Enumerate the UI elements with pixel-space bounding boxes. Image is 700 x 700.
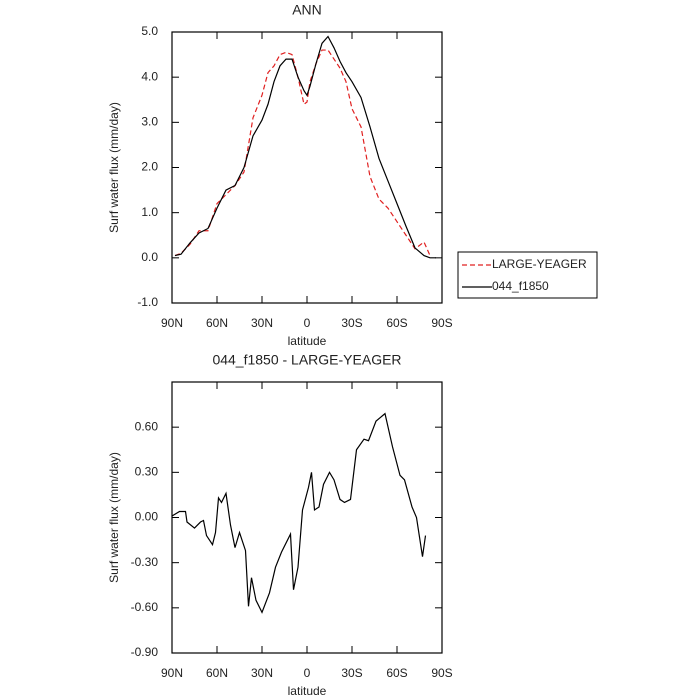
- y-tick-label: -1.0: [137, 295, 158, 309]
- x-tick-label: 90S: [431, 316, 452, 330]
- x-tick-label: 0: [304, 316, 311, 330]
- data-line: [174, 49, 431, 257]
- legend-label: LARGE-YEAGER: [492, 257, 587, 271]
- x-tick-label: 30S: [341, 666, 362, 680]
- plot-frame: [171, 31, 443, 304]
- x-tick-label: 30N: [251, 316, 273, 330]
- y-tick-label: 1.0: [141, 205, 158, 219]
- chart-title: 044_f1850 - LARGE-YEAGER: [212, 352, 401, 368]
- y-tick-label: 0.60: [135, 419, 159, 433]
- x-tick-label: 60S: [386, 666, 407, 680]
- x-tick-label: 90S: [431, 666, 452, 680]
- y-tick-label: 0.30: [135, 465, 159, 479]
- y-tick-label: -0.60: [131, 600, 159, 614]
- x-tick-label: 60N: [206, 316, 228, 330]
- x-tick-label: 30S: [341, 316, 362, 330]
- y-tick-label: 0.0: [141, 250, 158, 264]
- y-tick-label: -0.30: [131, 555, 159, 569]
- legend-box: [457, 251, 598, 299]
- x-tick-label: 60S: [386, 316, 407, 330]
- x-tick-label: 30N: [251, 666, 273, 680]
- legend-label: 044_f1850: [492, 279, 549, 293]
- y-tick-label: 3.0: [141, 115, 158, 129]
- x-tick-label: 90N: [161, 316, 183, 330]
- x-axis-label: latitude: [288, 334, 327, 348]
- x-axis-label: latitude: [288, 684, 327, 698]
- y-tick-label: -0.90: [131, 645, 159, 659]
- plot-frame: [171, 381, 443, 654]
- chart-title: ANN: [292, 2, 322, 18]
- y-tick-label: 5.0: [141, 24, 158, 38]
- x-tick-label: 0: [304, 666, 311, 680]
- x-tick-label: 90N: [161, 666, 183, 680]
- y-tick-label: 4.0: [141, 69, 158, 83]
- y-axis-label: Surf water flux (mm/day): [107, 102, 121, 233]
- x-tick-label: 60N: [206, 666, 228, 680]
- data-line: [171, 412, 427, 614]
- y-tick-label: 2.0: [141, 160, 158, 174]
- y-axis-label: Surf water flux (mm/day): [107, 452, 121, 583]
- y-tick-label: 0.00: [135, 510, 159, 524]
- data-line: [174, 35, 436, 259]
